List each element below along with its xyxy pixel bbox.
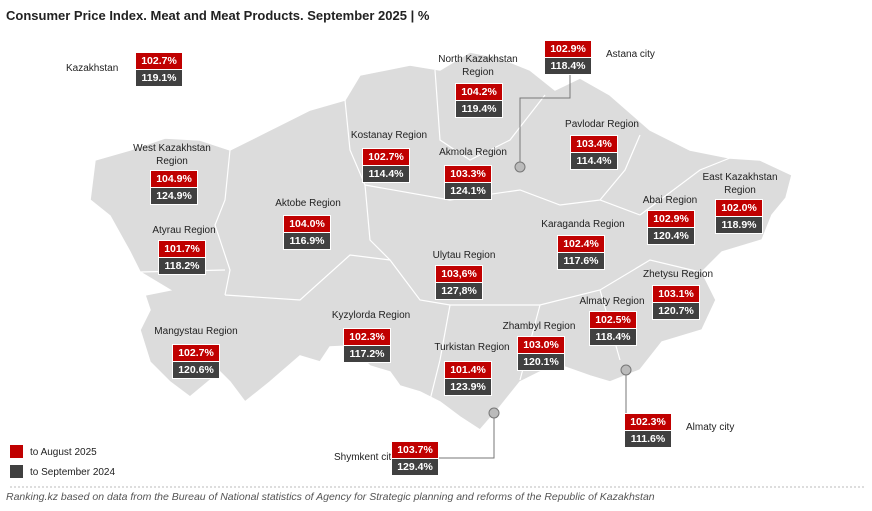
value-to-august: 102.7% xyxy=(172,344,220,362)
region-name: Kostanay Region xyxy=(350,130,428,141)
region-name: Shymkent city xyxy=(334,452,397,463)
value-to-september: 114.4% xyxy=(570,152,618,170)
value-to-august: 102.7% xyxy=(135,52,183,70)
region-name: Abai Region xyxy=(642,195,698,206)
value-to-august: 103.1% xyxy=(652,285,700,303)
value-to-august: 101.7% xyxy=(158,240,206,258)
value-to-september: 129.4% xyxy=(391,458,439,476)
value-to-august: 103.4% xyxy=(570,135,618,153)
value-to-september: 114.4% xyxy=(362,165,410,183)
region-name: Zhambyl Region xyxy=(502,321,576,332)
title: Consumer Price Index. Meat and Meat Prod… xyxy=(6,8,430,23)
region-name: Karaganda Region xyxy=(541,219,625,230)
region-name: Pavlodar Region xyxy=(565,119,639,130)
value-to-september: 120.7% xyxy=(652,302,700,320)
region-name: East Kazakhstan Region xyxy=(702,172,778,196)
value-to-august: 102.0% xyxy=(715,199,763,217)
legend-label: to August 2025 xyxy=(30,447,97,458)
value-to-august: 102.9% xyxy=(647,210,695,228)
value-to-september: 123.9% xyxy=(444,378,492,396)
value-to-september: 120.4% xyxy=(647,227,695,245)
value-to-september: 118.4% xyxy=(589,328,637,346)
value-to-august: 102.5% xyxy=(589,311,637,329)
source: Ranking.kz based on data from the Bureau… xyxy=(6,491,655,503)
value-to-august: 102.3% xyxy=(343,328,391,346)
value-to-august: 102.3% xyxy=(624,413,672,431)
region-name: Atyrau Region xyxy=(152,225,216,236)
value-to-august: 102.9% xyxy=(544,40,592,58)
value-to-september: 120.6% xyxy=(172,361,220,379)
value-to-september: 117.6% xyxy=(557,252,605,270)
value-to-september: 124.9% xyxy=(150,187,198,205)
value-to-august: 103.3% xyxy=(444,165,492,183)
region-name: Almaty Region xyxy=(579,296,645,307)
value-to-september: 127,8% xyxy=(435,282,483,300)
legend-swatch xyxy=(10,465,23,478)
value-to-september: 119.1% xyxy=(135,69,183,87)
value-to-september: 120.1% xyxy=(517,353,565,371)
value-to-september: 117.2% xyxy=(343,345,391,363)
region-name: Kazakhstan xyxy=(66,63,119,74)
value-to-august: 103,6% xyxy=(435,265,483,283)
region-name: North Kazakhstan Region xyxy=(438,54,518,78)
value-to-september: 124.1% xyxy=(444,182,492,200)
value-to-august: 104.2% xyxy=(455,83,503,101)
region-name: Turkistan Region xyxy=(434,342,510,353)
city-markers xyxy=(488,161,632,419)
leader-lines xyxy=(437,74,627,459)
value-to-september: 116.9% xyxy=(283,232,331,250)
region-name: Almaty city xyxy=(686,422,735,433)
region-name: Akmola Region xyxy=(439,147,507,158)
region-name: Aktobe Region xyxy=(275,198,341,209)
value-to-august: 103.0% xyxy=(517,336,565,354)
legend-swatch xyxy=(10,445,23,458)
region-name: Ulytau Region xyxy=(432,250,496,261)
value-to-august: 104.0% xyxy=(283,215,331,233)
region-name: Kyzylorda Region xyxy=(331,310,411,321)
value-to-august: 102.4% xyxy=(557,235,605,253)
value-to-september: 118.9% xyxy=(715,216,763,234)
value-to-september: 118.4% xyxy=(544,57,592,75)
region-name: Zhetysu Region xyxy=(642,269,714,280)
value-to-august: 102.7% xyxy=(362,148,410,166)
region-name: Mangystau Region xyxy=(154,326,238,337)
value-to-august: 103.7% xyxy=(391,441,439,459)
legend-label: to September 2024 xyxy=(30,467,116,478)
value-to-august: 104.9% xyxy=(150,170,198,188)
value-to-september: 119.4% xyxy=(455,100,503,118)
region-name: Astana city xyxy=(606,49,655,60)
region-name: West Kazakhstan Region xyxy=(133,143,211,167)
value-to-september: 118.2% xyxy=(158,257,206,275)
value-to-september: 111.6% xyxy=(624,430,672,448)
value-to-august: 101.4% xyxy=(444,361,492,379)
